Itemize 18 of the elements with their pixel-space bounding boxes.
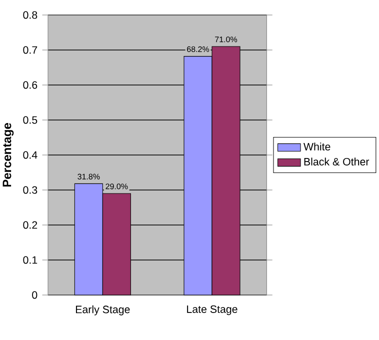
y-tick-label: 0.8 (23, 11, 38, 19)
y-tick-label: 0.2 (23, 221, 38, 229)
x-tick-label: Late Stage (187, 305, 238, 316)
y-tick-label: 0.6 (23, 81, 38, 89)
y-tick-label: 0.4 (23, 151, 38, 159)
data-label: 68.2% (187, 46, 210, 52)
y-axis-title: Percentage (2, 123, 14, 187)
y-tick-label: 0.3 (23, 186, 38, 194)
x-tick-label: Early Stage (76, 305, 130, 316)
y-tick-label: 0.5 (23, 116, 38, 124)
legend-label: Black & Other (304, 158, 370, 166)
y-tick-label: 0.7 (23, 46, 38, 54)
data-label: 29.0% (106, 184, 128, 190)
y-tick-label: 0.1 (23, 256, 38, 264)
data-label: 71.0% (215, 36, 238, 42)
y-tick-label: 0 (32, 291, 38, 299)
legend-label: White (303, 142, 330, 150)
data-label: 31.8% (78, 174, 100, 180)
